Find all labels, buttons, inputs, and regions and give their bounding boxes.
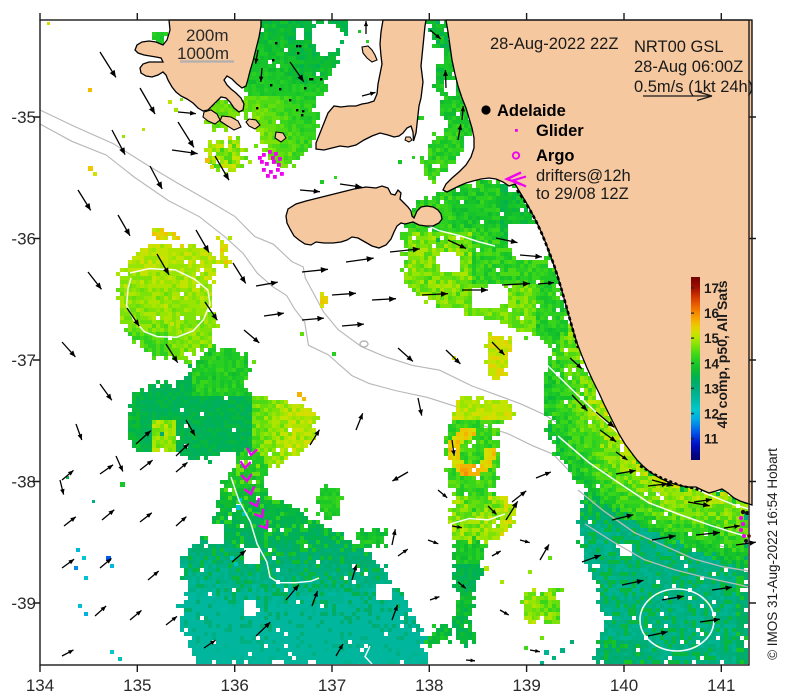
svg-text:200m: 200m [186,26,229,45]
svg-text:-39: -39 [11,594,36,613]
svg-text:Glider: Glider [536,122,584,140]
svg-text:134: 134 [26,676,54,695]
svg-text:17: 17 [704,281,719,296]
svg-text:Adelaide: Adelaide [497,102,566,120]
svg-text:136: 136 [221,676,249,695]
svg-text:0.5m/s (1kt 24h): 0.5m/s (1kt 24h) [634,78,753,96]
svg-text:141: 141 [707,676,735,695]
svg-text:-38: -38 [11,473,36,492]
svg-text:13: 13 [704,381,720,396]
svg-text:28-Aug-2022 22Z: 28-Aug-2022 22Z [490,35,618,53]
svg-text:-37: -37 [11,351,36,370]
svg-text:-35: -35 [11,108,36,127]
svg-text:140: 140 [610,676,638,695]
svg-text:28-Aug 06:00Z: 28-Aug 06:00Z [634,58,743,76]
svg-text:© IMOS 31-Aug-2022 16:54 Hobar: © IMOS 31-Aug-2022 16:54 Hobart [765,448,780,660]
svg-text:drifters@12h: drifters@12h [536,167,631,185]
svg-text:NRT00 GSL: NRT00 GSL [634,38,724,56]
svg-text:Argo: Argo [536,147,575,165]
svg-text:135: 135 [123,676,151,695]
svg-text:137: 137 [318,676,346,695]
svg-text:4h comp, p50, All Sats: 4h comp, p50, All Sats [714,280,730,428]
svg-text:1000m: 1000m [177,44,229,63]
svg-text:138: 138 [415,676,443,695]
svg-text:139: 139 [512,676,540,695]
svg-text:to 29/08 12Z: to 29/08 12Z [536,185,629,203]
svg-text:16: 16 [704,306,720,321]
svg-text:12: 12 [704,407,719,422]
svg-text:15: 15 [704,331,720,346]
svg-text:-36: -36 [11,230,36,249]
svg-text:14: 14 [704,356,720,371]
svg-text:11: 11 [704,432,719,447]
